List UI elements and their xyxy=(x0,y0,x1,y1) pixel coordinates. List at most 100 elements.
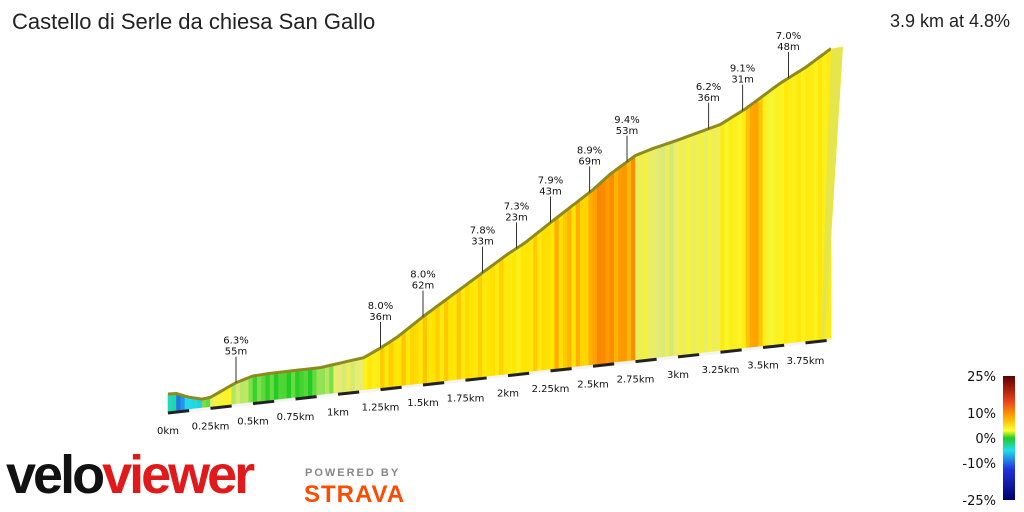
gradient-fill-strip xyxy=(656,145,662,360)
gradient-fill-strip xyxy=(681,136,687,357)
gradient-fill-strip xyxy=(409,322,415,387)
gradient-fill-strip xyxy=(439,300,445,384)
gradient-fill-strip xyxy=(494,259,500,378)
gradient-fill-strip xyxy=(541,225,547,373)
gradient-fill-strip xyxy=(524,238,530,375)
gradient-fill-strip xyxy=(673,139,679,358)
baseline-dash xyxy=(359,388,381,394)
gradient-fill-strip xyxy=(414,319,420,387)
baseline-dash xyxy=(720,348,742,354)
gradient-scale-label: 10% xyxy=(967,407,996,422)
gradient-fill-strip xyxy=(800,66,806,344)
gradient-fill-strip xyxy=(299,369,305,399)
x-tick-label: 2.5km xyxy=(577,379,608,390)
gradient-fill-strip xyxy=(690,133,696,356)
gradient-fill-strip xyxy=(528,235,534,374)
gradient-fill-strip xyxy=(384,341,390,390)
annotation-distance: 62m xyxy=(412,281,434,292)
gradient-scale-bar xyxy=(1003,376,1015,500)
baseline-dash xyxy=(252,399,275,406)
gradient-fill-strip xyxy=(596,181,602,367)
gradient-fill-strip xyxy=(337,362,343,395)
gradient-fill-strip xyxy=(354,358,360,393)
baseline-dash xyxy=(805,339,827,345)
baseline-dash xyxy=(592,362,615,368)
gradient-fill-strip xyxy=(176,393,182,413)
gradient-fill-strip xyxy=(375,347,381,391)
gradient-scale: 25% 10% 0% -10% -25% xyxy=(962,370,1015,509)
gradient-fill-strip xyxy=(405,326,411,388)
gradient-fill-strip xyxy=(605,173,611,366)
annotation-grade: 6.2% xyxy=(696,82,721,93)
baseline-dash xyxy=(529,369,551,375)
gradient-fill-strip xyxy=(545,221,551,372)
annotation-distance: 23m xyxy=(505,212,527,223)
gradient-fill-strip xyxy=(418,316,424,386)
gradient-fill-strip xyxy=(371,349,377,391)
gradient-fill-strip xyxy=(448,294,454,383)
gradient-fill-strip xyxy=(388,339,394,390)
baseline-dash xyxy=(167,409,190,415)
x-tick-label: 0km xyxy=(157,426,179,437)
gradient-fill-strip xyxy=(239,378,245,406)
gradient-fill-strip xyxy=(643,149,649,361)
x-tick-label: 2.75km xyxy=(617,375,655,386)
gradient-fill-strip xyxy=(316,367,322,397)
gradient-fill-strip xyxy=(295,369,301,400)
gradient-fill-strip xyxy=(741,107,747,351)
gradient-fill-strip xyxy=(754,98,760,349)
x-axis-ticks: 0km 0.25km 0.5km 0.75km 1km 1.25km 1.5km 1.75km… xyxy=(157,356,824,437)
gradient-fill-strip xyxy=(460,284,466,382)
gradient-fill-strip xyxy=(732,113,738,352)
gradient-fill-strip xyxy=(171,393,177,413)
gradient-fill-strip xyxy=(724,118,730,353)
gradient-fill-strip xyxy=(664,142,670,359)
gradient-fill-strip xyxy=(775,82,781,347)
gradient-fill-strip xyxy=(626,158,632,363)
baseline-dash xyxy=(614,360,636,366)
gradient-scale-label: -25% xyxy=(962,494,996,509)
gradient-fill-strip xyxy=(477,272,483,380)
annotation-distance: 36m xyxy=(369,312,391,323)
gradient-fill-strip xyxy=(235,380,241,406)
gradient-fill-strip xyxy=(805,63,811,344)
gradient-fill-strip xyxy=(635,153,641,362)
baseline-dash xyxy=(210,404,232,410)
x-tick-label: 0.75km xyxy=(277,412,315,423)
baseline-dash xyxy=(231,402,254,408)
gradient-fill-strip xyxy=(244,377,250,405)
gradient-fill-strip xyxy=(329,364,335,396)
gradient-fill-strip xyxy=(346,360,352,394)
gradient-fill-strip xyxy=(499,256,505,377)
gradient-fill-strip xyxy=(745,104,751,350)
gradient-fill-strip xyxy=(392,336,398,389)
gradient-fill-strip xyxy=(575,198,581,369)
gradient-fill-strip xyxy=(558,212,564,371)
baseline-dash xyxy=(337,390,360,396)
gradient-fill-strip xyxy=(771,85,777,347)
gradient-fill-strip xyxy=(380,344,386,390)
gradient-fill-strip xyxy=(579,195,585,368)
gradient-fill-strip xyxy=(397,332,403,389)
annotation-distance: 43m xyxy=(539,187,561,198)
gradient-fill-strip xyxy=(639,151,645,362)
annotation-grade: 8.0% xyxy=(410,270,435,281)
baseline-dash xyxy=(465,376,487,382)
gradient-fill-strip xyxy=(520,242,526,375)
x-tick-label: 0.5km xyxy=(237,417,268,428)
gradient-fill-strip xyxy=(707,127,713,354)
gradient-fill-strip xyxy=(592,185,598,367)
annotation-grade: 7.8% xyxy=(470,226,495,237)
baseline-dash xyxy=(784,341,806,347)
gradient-fill-strip xyxy=(779,80,785,347)
gradient-fill xyxy=(167,48,832,414)
annotation-grade: 8.0% xyxy=(368,301,393,312)
gradient-fill-strip xyxy=(601,177,607,366)
x-tick-label: 3.5km xyxy=(747,361,778,372)
gradient-fill-strip xyxy=(562,208,568,370)
gradient-fill-strip xyxy=(749,101,755,350)
gradient-fill-strip xyxy=(290,370,296,400)
gradient-fill-strip xyxy=(669,140,675,359)
baseline-dash xyxy=(486,374,509,380)
